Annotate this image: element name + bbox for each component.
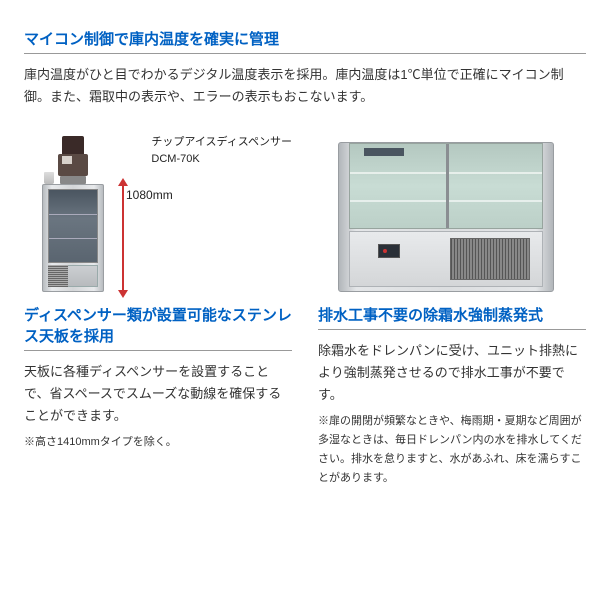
ventilation-grille <box>450 238 530 280</box>
showcase-logo-plate <box>364 148 404 156</box>
left-note: ※高さ1410mmタイプを除く。 <box>24 433 292 452</box>
showcase-illustration <box>338 142 554 292</box>
top-section: マイコン制御で庫内温度を確実に管理 庫内温度がひと目でわかるデジタル温度表示を採… <box>24 28 586 108</box>
right-image-block <box>318 132 586 292</box>
left-body: 天板に各種ディスペンサーを設置することで、省スペースでスムーズな動線を確保するこ… <box>24 361 292 427</box>
dispenser-label: チップアイスディスペンサー DCM-70K <box>151 134 292 167</box>
height-arrow <box>122 184 124 292</box>
dispenser-icon <box>58 136 88 184</box>
dispenser-label-line1: チップアイスディスペンサー <box>151 136 292 148</box>
two-column-area: 1080mm チップアイスディスペンサー DCM-70K ディスペンサー類が設置… <box>24 132 586 487</box>
left-image-block: 1080mm チップアイスディスペンサー DCM-70K <box>24 132 292 292</box>
left-column: 1080mm チップアイスディスペンサー DCM-70K ディスペンサー類が設置… <box>24 132 292 452</box>
right-heading: 排水工事不要の除霜水強制蒸発式 <box>318 304 586 330</box>
fridge-unit-illustration <box>42 184 104 292</box>
control-panel <box>378 244 400 258</box>
right-column: 排水工事不要の除霜水強制蒸発式 除霜水をドレンパンに受け、ユニット排熱により強制… <box>318 132 586 487</box>
fridge-body <box>42 184 104 292</box>
left-heading: ディスペンサー類が設置可能なステンレス天板を採用 <box>24 304 292 351</box>
right-note: ※扉の開閉が頻繁なときや、梅雨期・夏期など周囲が多湿なときは、毎日ドレンパン内の… <box>318 412 586 487</box>
cups-icon <box>44 172 54 184</box>
top-heading: マイコン制御で庫内温度を確実に管理 <box>24 28 586 54</box>
top-body: 庫内温度がひと目でわかるデジタル温度表示を採用。庫内温度は1℃単位で正確にマイコ… <box>24 64 586 108</box>
dispenser-label-line2: DCM-70K <box>151 153 199 165</box>
right-body: 除霜水をドレンパンに受け、ユニット排熱により強制蒸発させるので排水工事が不要です… <box>318 340 586 406</box>
height-label: 1080mm <box>126 188 173 202</box>
